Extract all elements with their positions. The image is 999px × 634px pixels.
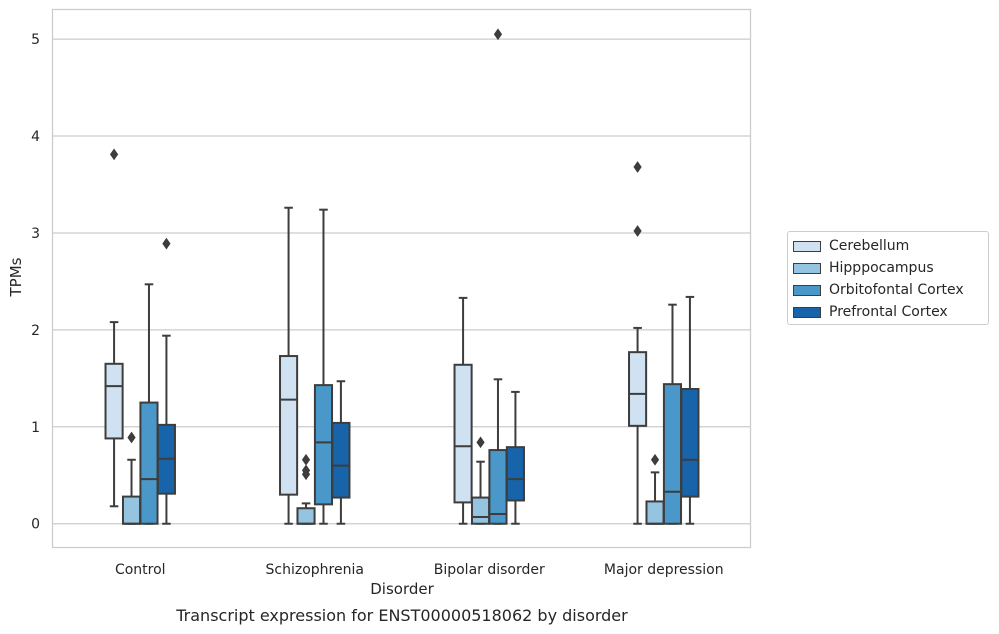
box-2-1	[313, 208, 334, 525]
x-tick-label-0: Control	[115, 562, 166, 578]
x-tick-labels: Control Schizophrenia Bipolar disorder Majo…	[115, 562, 724, 578]
box-0-3	[628, 161, 648, 525]
flier-point	[301, 464, 311, 477]
flier-point	[301, 453, 311, 466]
legend-item-cerebellum: Cerebellum	[793, 237, 909, 255]
box-iqr	[470, 496, 491, 525]
x-tick-label-2: Bipolar disorder	[434, 562, 545, 578]
flier-point	[162, 237, 171, 250]
legend-item-prefrontal: Prefrontal Cortex	[793, 303, 948, 321]
legend-swatch-cerebellum	[793, 240, 821, 252]
box-3-0	[156, 237, 176, 525]
chart-title: Transcript expression for ENST0000051806…	[176, 606, 628, 625]
box-3-2	[505, 390, 525, 525]
x-tick-label-1: Schizophrenia	[266, 562, 364, 578]
y-tick-label-2: 2	[31, 323, 40, 339]
box-iqr	[296, 507, 316, 525]
box-iqr	[279, 355, 299, 496]
box-iqr	[628, 351, 648, 427]
y-tick-label-0: 0	[31, 517, 40, 533]
box-iqr	[505, 446, 525, 502]
box-2-2	[488, 28, 508, 525]
box-0-2	[453, 296, 473, 525]
flier-point	[109, 148, 119, 161]
box-1-1	[296, 453, 316, 525]
flier-point	[476, 436, 485, 449]
box-1-3	[645, 453, 665, 525]
x-axis-label: Disorder	[370, 580, 434, 598]
box-iqr	[645, 500, 665, 525]
box-iqr	[662, 383, 683, 525]
box-0-0	[104, 148, 124, 508]
flier-point	[633, 225, 642, 237]
flier-point	[493, 28, 503, 41]
box-iqr	[121, 495, 142, 525]
box-iqr	[313, 384, 334, 506]
flier-point	[633, 161, 642, 173]
flier-point	[650, 453, 660, 466]
legend-item-hippocampus: Hipppocampus	[793, 259, 934, 277]
y-tick-labels: 0 1 2 3 4 5	[31, 32, 40, 533]
plot-frame	[51, 8, 752, 549]
y-tick-label-3: 3	[31, 226, 40, 242]
flier-point	[127, 431, 136, 444]
y-tick-label-1: 1	[31, 420, 40, 436]
box-iqr	[331, 421, 351, 499]
box-iqr	[453, 363, 473, 504]
legend-item-orbitofrontal: Orbitofontal Cortex	[793, 281, 964, 299]
legend-label-prefrontal: Prefrontal Cortex	[829, 304, 948, 320]
y-tick-label-4: 4	[31, 129, 40, 145]
box-series	[104, 28, 700, 525]
box-1-0	[121, 431, 142, 525]
box-0-1	[279, 206, 299, 525]
box-iqr	[104, 362, 124, 440]
box-iqr	[488, 449, 508, 525]
legend-swatch-orbitofrontal	[793, 284, 821, 296]
box-iqr	[139, 401, 159, 525]
y-tick-label-5: 5	[31, 32, 40, 48]
legend-label-cerebellum: Cerebellum	[829, 238, 910, 254]
legend-swatch-prefrontal	[793, 306, 821, 318]
legend-label-orbitofrontal: Orbitofontal Cortex	[829, 282, 964, 298]
legend-label-hippocampus: Hipppocampus	[829, 260, 934, 276]
legend-swatch-hippocampus	[793, 262, 821, 274]
box-2-0	[139, 283, 159, 525]
box-1-2	[470, 436, 491, 525]
legend: Cerebellum Hipppocampus Orbitofontal Cor…	[787, 231, 989, 325]
box-3-1	[331, 380, 351, 525]
x-tick-label-3: Major depression	[604, 562, 724, 578]
box-2-3	[662, 303, 683, 525]
box-3-3	[680, 295, 700, 525]
y-axis-label: TPMs	[7, 257, 25, 297]
box-iqr	[680, 388, 700, 498]
